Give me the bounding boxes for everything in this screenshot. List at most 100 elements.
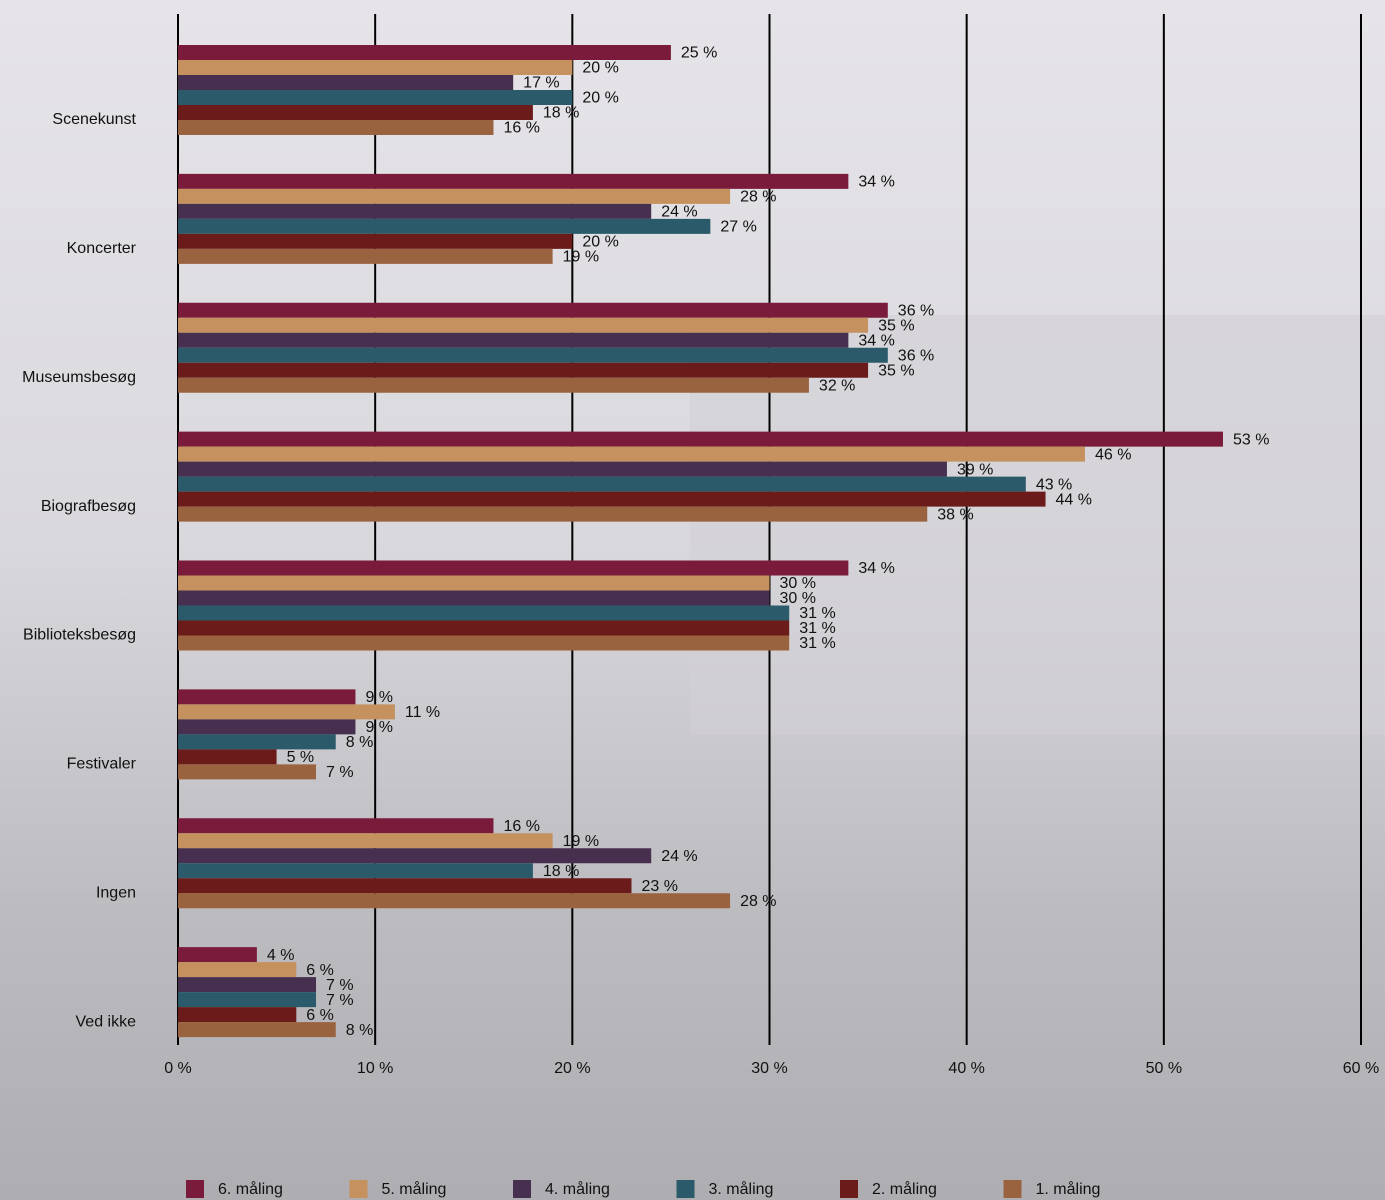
data-label: 36 %	[898, 347, 934, 364]
legend-swatch	[513, 1180, 531, 1198]
bar	[178, 218, 711, 234]
bar	[178, 893, 731, 909]
data-label: 9 %	[365, 689, 393, 706]
data-label: 34 %	[858, 174, 894, 191]
bar	[178, 818, 494, 834]
bar	[178, 977, 317, 993]
y-tick-label: Scenekunst	[52, 111, 136, 128]
x-tick-label: 50 %	[1146, 1060, 1182, 1077]
y-tick-label: Biografbesøg	[41, 498, 136, 515]
bar	[178, 1022, 336, 1038]
data-label: 34 %	[858, 560, 894, 577]
data-label: 20 %	[582, 60, 618, 77]
legend-label: 3. måling	[709, 1180, 774, 1198]
bar	[178, 1007, 297, 1023]
data-label: 18 %	[543, 105, 579, 122]
data-label: 36 %	[898, 302, 934, 319]
data-label: 30 %	[780, 590, 816, 607]
bar	[178, 590, 770, 606]
bar	[178, 317, 869, 333]
data-label: 43 %	[1036, 476, 1072, 493]
data-label: 30 %	[780, 575, 816, 592]
bar	[178, 60, 573, 75]
legend-label: 1. måling	[1036, 1180, 1101, 1198]
bar	[178, 332, 849, 348]
bar	[178, 947, 257, 963]
bar	[178, 347, 888, 363]
data-label: 31 %	[799, 620, 835, 637]
data-label: 28 %	[740, 893, 776, 910]
x-tick-label: 0 %	[164, 1060, 192, 1077]
legend-swatch	[840, 1180, 858, 1198]
bar	[178, 833, 553, 849]
bar	[178, 635, 790, 651]
y-tick-label: Festivaler	[67, 756, 137, 773]
data-label: 31 %	[799, 635, 835, 652]
data-label: 7 %	[326, 764, 354, 781]
x-tick-label: 30 %	[751, 1060, 787, 1077]
bar	[178, 848, 652, 864]
data-label: 35 %	[878, 362, 914, 379]
bar	[178, 605, 790, 621]
legend-label: 5. måling	[382, 1180, 447, 1198]
bar	[178, 188, 731, 204]
bar	[178, 734, 336, 750]
x-tick-label: 40 %	[948, 1060, 984, 1077]
bar	[178, 90, 573, 105]
bar	[178, 233, 573, 249]
bar	[178, 620, 790, 636]
bar	[178, 506, 928, 522]
bar	[178, 689, 356, 705]
y-tick-label: Museumsbesøg	[22, 369, 136, 386]
bar	[178, 362, 869, 378]
y-tick-label: Biblioteksbesøg	[23, 627, 136, 644]
bar	[178, 248, 553, 264]
bar	[178, 704, 395, 720]
bar	[178, 491, 1046, 507]
legend-swatch	[1003, 1180, 1022, 1198]
data-label: 8 %	[346, 734, 374, 751]
data-label: 34 %	[858, 332, 894, 349]
x-tick-label: 10 %	[357, 1060, 393, 1077]
data-label: 39 %	[957, 461, 993, 478]
legend-swatch	[186, 1180, 204, 1198]
data-label: 24 %	[661, 848, 697, 865]
bar	[178, 105, 533, 120]
data-label: 19 %	[563, 249, 599, 266]
bar	[178, 962, 297, 978]
data-label: 16 %	[503, 120, 539, 137]
data-label: 24 %	[661, 204, 697, 221]
bar	[178, 749, 277, 765]
data-label: 35 %	[878, 317, 914, 334]
data-label: 9 %	[365, 719, 393, 736]
bar	[178, 173, 849, 189]
legend-swatch	[676, 1180, 695, 1198]
data-label: 53 %	[1233, 431, 1269, 448]
data-label: 16 %	[503, 818, 539, 835]
bar	[178, 764, 317, 780]
y-tick-label: Koncerter	[67, 240, 137, 257]
data-label: 23 %	[641, 878, 677, 895]
legend-label: 4. måling	[545, 1180, 610, 1198]
data-label: 27 %	[720, 219, 756, 236]
x-tick-label: 20 %	[554, 1060, 590, 1077]
bar	[178, 203, 652, 219]
bar	[178, 992, 317, 1008]
data-label: 5 %	[287, 749, 315, 766]
data-label: 31 %	[799, 605, 835, 622]
x-tick-label: 60 %	[1343, 1060, 1379, 1077]
data-label: 25 %	[681, 45, 717, 62]
bar	[178, 575, 770, 591]
data-label: 38 %	[937, 506, 973, 523]
legend-label: 6. måling	[218, 1180, 283, 1198]
bar	[178, 560, 849, 576]
data-label: 20 %	[582, 234, 618, 251]
bar	[178, 863, 533, 879]
bar	[178, 476, 1026, 492]
bar	[178, 878, 632, 894]
data-label: 7 %	[326, 992, 354, 1009]
bar	[178, 120, 494, 135]
data-label: 8 %	[346, 1022, 374, 1039]
data-label: 6 %	[306, 962, 334, 979]
y-tick-label: Ingen	[96, 884, 136, 901]
